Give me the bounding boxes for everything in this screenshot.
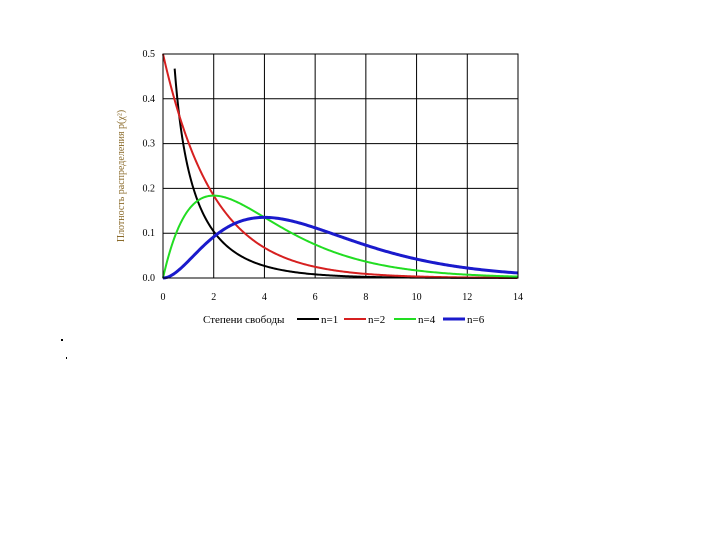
plot-grid (163, 54, 518, 278)
x-tick-label: 2 (211, 292, 216, 303)
x-tick-label: 12 (462, 292, 472, 303)
legend-label: n=6 (467, 314, 485, 326)
y-tick-label: 0.4 (143, 94, 156, 105)
legend-label: n=4 (418, 314, 436, 326)
plot-frame (162, 53, 519, 279)
y-tick-label: 0.3 (143, 139, 156, 150)
series-line-n=2 (162, 53, 519, 279)
x-tick-label: 14 (513, 292, 523, 303)
legend: n=1 n=2 n=4 n=6 (297, 314, 485, 326)
x-tick-labels: 0 2 4 6 8 10 12 14 (161, 292, 524, 303)
legend-label: n=2 (368, 314, 385, 326)
legend-label: n=1 (321, 314, 338, 326)
x-tick-label: 10 (412, 292, 422, 303)
x-tick-label: 4 (262, 292, 267, 303)
y-tick-labels: 0.0 0.1 0.2 0.3 0.4 0.5 (143, 49, 156, 284)
bullet-mark (66, 357, 67, 359)
y-tick-label: 0.0 (143, 273, 156, 284)
x-tick-label: 0 (161, 292, 166, 303)
series-line-n=1 (173, 68, 517, 279)
y-axis-label: Плотность распределения p(χ²) (116, 110, 127, 242)
series-line-n=4 (162, 194, 519, 279)
bullet-mark (61, 339, 63, 341)
plot-curves (162, 53, 519, 280)
y-tick-label: 0.1 (143, 228, 156, 239)
x-tick-label: 6 (313, 292, 318, 303)
y-tick-label: 0.5 (143, 49, 156, 60)
x-axis-label: Степени свободы (203, 314, 285, 326)
y-tick-label: 0.2 (143, 183, 156, 194)
series-line-n=6 (162, 215, 519, 280)
x-tick-label: 8 (363, 292, 368, 303)
